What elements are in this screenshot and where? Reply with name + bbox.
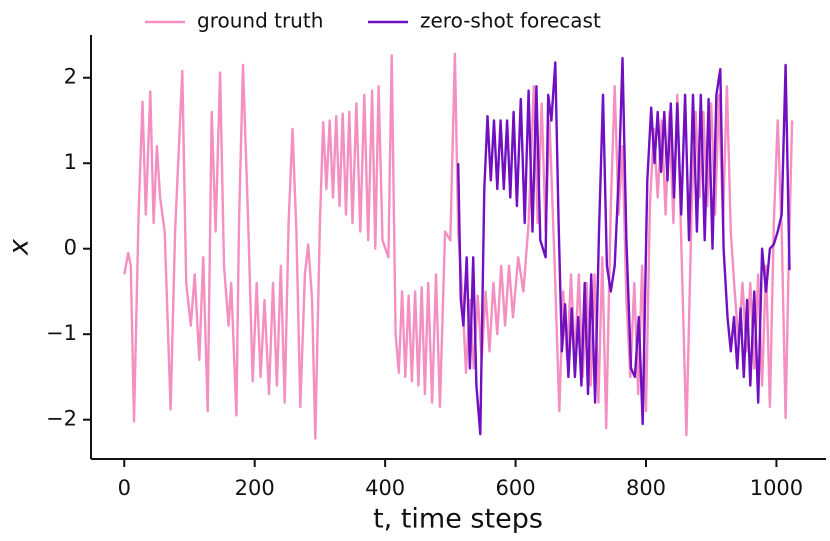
series-line bbox=[457, 56, 791, 436]
y-axis-label: x bbox=[4, 238, 35, 256]
y-tick-label: −2 bbox=[46, 407, 77, 431]
y-tick-label: −1 bbox=[46, 321, 77, 345]
x-tick-label: 800 bbox=[626, 476, 666, 500]
x-tick-label: 1000 bbox=[750, 476, 803, 500]
legend-label: ground truth bbox=[197, 9, 323, 33]
x-tick-label: 200 bbox=[235, 476, 275, 500]
y-tick-label: 0 bbox=[64, 236, 77, 260]
y-tick-label: 1 bbox=[64, 150, 77, 174]
series-line bbox=[123, 52, 794, 440]
x-tick-label: 400 bbox=[365, 476, 405, 500]
legend-label: zero-shot forecast bbox=[420, 9, 601, 33]
x-tick-label: 0 bbox=[118, 476, 131, 500]
x-tick-label: 600 bbox=[496, 476, 536, 500]
x-axis-label: t, time steps bbox=[373, 504, 543, 535]
y-tick-label: 2 bbox=[64, 65, 77, 89]
